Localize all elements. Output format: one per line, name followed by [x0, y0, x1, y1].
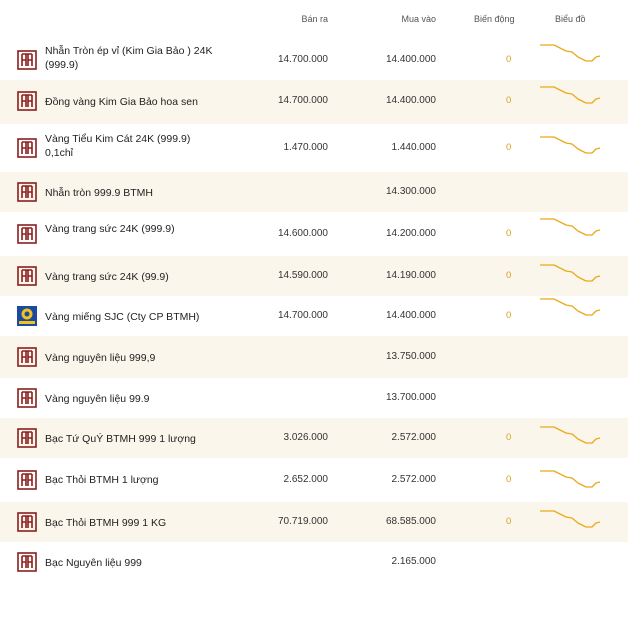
price-change: 0	[506, 432, 512, 443]
buy-price: 2.572.000	[391, 474, 437, 485]
price-change: 0	[506, 474, 512, 485]
price-sparkline[interactable]	[538, 262, 602, 286]
table-body: Nhẫn Tròn ép vỉ (Kim Gia Bảo ) 24K (999.…	[0, 40, 628, 582]
btmh-logo	[17, 224, 37, 244]
product-name: Vàng nguyên liệu 999,9	[45, 352, 156, 364]
product-name: Bạc Thỏi BTMH 1 lượng	[45, 474, 159, 486]
btmh-logo	[17, 428, 37, 448]
product-name: Bạc Thỏi BTMH 999 1 KG	[45, 517, 167, 529]
btmh-logo	[17, 91, 37, 111]
btmh-logo	[17, 388, 37, 408]
sjc-logo	[17, 306, 37, 326]
table-row[interactable]: Bạc Thỏi BTMH 999 1 KG 70.719.000 68.585.0…	[0, 502, 628, 542]
table-row[interactable]: Nhẫn Tròn ép vỉ (Kim Gia Bảo ) 24K (999.…	[0, 40, 628, 80]
buy-price: 2.572.000	[391, 432, 437, 443]
product-name: Vàng trang sức 24K (99.9)	[45, 271, 169, 283]
buy-price: 14.400.000	[385, 95, 436, 106]
table-header: Bán ra Mua vào Biến động Biểu đồ	[0, 0, 628, 40]
sell-price: 14.600.000	[277, 228, 328, 239]
table-row[interactable]: Đồng vàng Kim Gia Bảo hoa sen 14.700.000 1…	[0, 80, 628, 124]
buy-price: 14.300.000	[385, 186, 436, 197]
sell-price: 14.700.000	[277, 54, 328, 65]
buy-price: 68.585.000	[385, 516, 436, 527]
product-name: Nhẫn Tròn ép vỉ (Kim Gia Bảo ) 24K (999.…	[45, 45, 213, 71]
table-row[interactable]: Vàng Tiểu Kim Cát 24K (999.9) 0,1chỉ 1.47…	[0, 124, 628, 172]
price-change: 0	[506, 228, 512, 239]
price-sparkline[interactable]	[538, 424, 602, 448]
product-name: Bạc Nguyên liệu 999	[45, 557, 142, 569]
table-row[interactable]: Vàng nguyên liệu 999,9 13.750.000	[0, 336, 628, 378]
sell-price: 14.700.000	[277, 95, 328, 106]
header-change: Biến động	[474, 14, 515, 24]
price-change: 0	[506, 95, 512, 106]
product-name: Bạc Tứ QuÝ BTMH 999 1 lượng	[45, 433, 196, 445]
table-row[interactable]: Bạc Nguyên liệu 999 2.165.000	[0, 542, 628, 582]
table-row[interactable]: Bạc Tứ QuÝ BTMH 999 1 lượng 3.026.000 2.57…	[0, 418, 628, 458]
price-change: 0	[506, 54, 512, 65]
price-change: 0	[506, 516, 512, 527]
buy-price: 14.400.000	[385, 54, 436, 65]
price-sparkline[interactable]	[538, 134, 602, 158]
buy-price: 1.440.000	[391, 142, 437, 153]
price-sparkline[interactable]	[538, 468, 602, 492]
table-row[interactable]: Nhẫn tròn 999.9 BTMH 14.300.000	[0, 172, 628, 212]
price-change: 0	[506, 310, 512, 321]
sell-price: 2.652.000	[283, 474, 329, 485]
sell-price: 3.026.000	[283, 432, 329, 443]
price-sparkline[interactable]	[538, 508, 602, 532]
sell-price: 1.470.000	[283, 142, 329, 153]
table-row[interactable]: Bạc Thỏi BTMH 1 lượng 2.652.000 2.572.000 0	[0, 458, 628, 502]
btmh-logo	[17, 552, 37, 572]
buy-price: 13.750.000	[385, 351, 436, 362]
table-row[interactable]: Vàng trang sức 24K (999.9) 14.600.000 14.2…	[0, 212, 628, 256]
btmh-logo	[17, 266, 37, 286]
product-name: Vàng trang sức 24K (999.9)	[45, 223, 175, 235]
table-row[interactable]: Vàng miếng SJC (Cty CP BTMH) 14.700.000 14…	[0, 296, 628, 336]
btmh-logo	[17, 50, 37, 70]
price-change: 0	[506, 142, 512, 153]
product-name: Vàng Tiểu Kim Cát 24K (999.9) 0,1chỉ	[45, 133, 191, 159]
price-sparkline[interactable]	[538, 42, 602, 66]
table-row[interactable]: Vàng trang sức 24K (99.9) 14.590.000 14.19…	[0, 256, 628, 296]
table-row[interactable]: Vàng nguyên liệu 99.9 13.700.000	[0, 378, 628, 418]
btmh-logo	[17, 182, 37, 202]
sell-price: 14.590.000	[277, 270, 328, 281]
price-sparkline[interactable]	[538, 84, 602, 108]
price-table: Bán ra Mua vào Biến động Biểu đồ Nhẫn Tr…	[0, 0, 628, 582]
price-sparkline[interactable]	[538, 296, 602, 320]
buy-price: 14.400.000	[385, 310, 436, 321]
buy-price: 14.200.000	[385, 228, 436, 239]
btmh-logo	[17, 512, 37, 532]
price-sparkline[interactable]	[538, 216, 602, 240]
btmh-logo	[17, 138, 37, 158]
price-change: 0	[506, 270, 512, 281]
sell-price: 70.719.000	[277, 516, 328, 527]
btmh-logo	[17, 470, 37, 490]
product-name: Nhẫn tròn 999.9 BTMH	[45, 187, 153, 199]
header-buy: Mua vào	[401, 14, 436, 24]
sell-price: 14.700.000	[277, 310, 328, 321]
product-name: Đồng vàng Kim Gia Bảo hoa sen	[45, 96, 198, 108]
product-name: Vàng nguyên liệu 99.9	[45, 393, 150, 405]
buy-price: 13.700.000	[385, 392, 436, 403]
header-sell: Bán ra	[301, 14, 328, 24]
header-chart: Biểu đồ	[555, 14, 586, 24]
buy-price: 2.165.000	[391, 556, 437, 567]
buy-price: 14.190.000	[385, 270, 436, 281]
btmh-logo	[17, 347, 37, 367]
product-name: Vàng miếng SJC (Cty CP BTMH)	[45, 311, 200, 323]
